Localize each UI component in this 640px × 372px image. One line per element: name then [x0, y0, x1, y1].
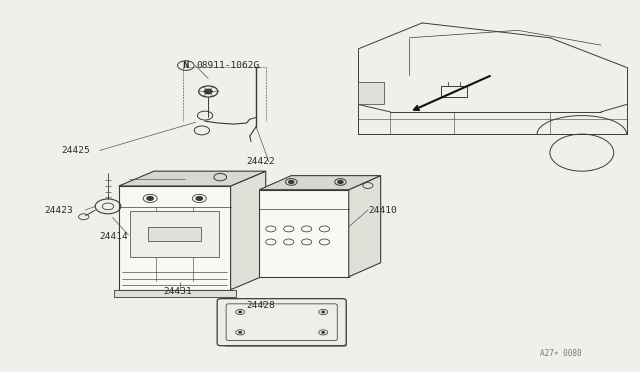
Text: 08911-1062G: 08911-1062G — [196, 61, 260, 70]
Circle shape — [239, 311, 241, 313]
Polygon shape — [119, 171, 266, 186]
Text: 24428: 24428 — [246, 301, 275, 310]
Polygon shape — [230, 171, 266, 290]
Text: 24425: 24425 — [61, 146, 90, 155]
Circle shape — [204, 89, 212, 94]
Text: 24423: 24423 — [44, 206, 73, 215]
Circle shape — [239, 332, 241, 333]
Text: 24422: 24422 — [246, 157, 275, 166]
Polygon shape — [119, 186, 230, 290]
Bar — [442, 86, 467, 97]
Text: 24410: 24410 — [368, 206, 397, 215]
Text: N: N — [182, 61, 189, 70]
Circle shape — [196, 196, 202, 200]
Polygon shape — [259, 176, 381, 190]
Text: 24414: 24414 — [100, 231, 129, 241]
Circle shape — [322, 311, 324, 313]
Circle shape — [322, 332, 324, 333]
Polygon shape — [358, 82, 384, 105]
Circle shape — [289, 180, 294, 183]
Circle shape — [338, 180, 343, 183]
Text: A27∗ 0080: A27∗ 0080 — [540, 349, 582, 358]
Polygon shape — [131, 211, 219, 257]
Circle shape — [147, 196, 154, 200]
Polygon shape — [114, 290, 236, 297]
FancyBboxPatch shape — [217, 299, 346, 346]
Polygon shape — [259, 190, 349, 277]
Polygon shape — [349, 176, 381, 277]
Polygon shape — [225, 303, 346, 346]
Polygon shape — [148, 227, 202, 241]
Text: 24431: 24431 — [164, 287, 192, 296]
